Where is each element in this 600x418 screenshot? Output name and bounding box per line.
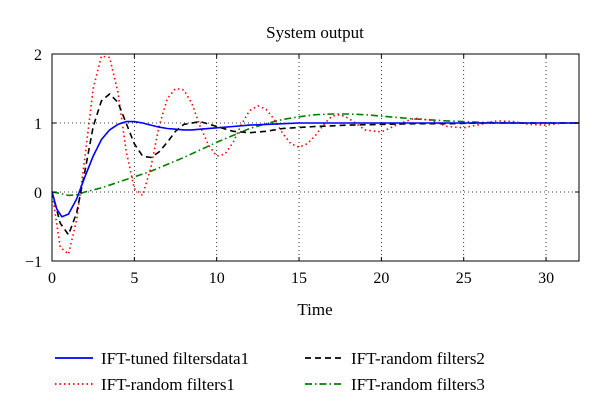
x-tick-label: 0 (48, 270, 56, 287)
plot-frame (51, 53, 580, 262)
series-line-2 (52, 93, 579, 236)
x-tick-label: 15 (291, 270, 307, 287)
series-line-3 (52, 55, 579, 255)
y-tick-label: 2 (34, 47, 42, 64)
series-line-1 (52, 120, 579, 218)
x-tick-label: 5 (130, 270, 138, 287)
x-tick-label: 10 (209, 270, 225, 287)
grid-lines (52, 54, 579, 261)
chart-title: System output (266, 23, 364, 42)
y-tick-label: −1 (25, 254, 42, 271)
legend-label: IFT-random filters3 (351, 375, 485, 394)
axis-ticks: 0 5 10 15 20 25 30 −1 0 1 2 (25, 47, 579, 287)
series-layer (52, 55, 579, 255)
x-tick-label: 25 (456, 270, 472, 287)
x-axis-label: Time (297, 300, 332, 319)
legend-label: IFT-random filters1 (101, 375, 235, 394)
plot-area (52, 54, 579, 261)
legend-label: IFT-random filters2 (351, 349, 485, 368)
y-tick-label: 0 (34, 185, 42, 202)
x-tick-label: 20 (373, 270, 389, 287)
legend-label: IFT-tuned filtersdata1 (101, 349, 249, 368)
legend: IFT-tuned filtersdata1 IFT-random filters… (55, 349, 485, 394)
x-tick-label: 30 (538, 270, 554, 287)
y-tick-label: 1 (34, 116, 42, 133)
series-line-4 (52, 113, 579, 197)
